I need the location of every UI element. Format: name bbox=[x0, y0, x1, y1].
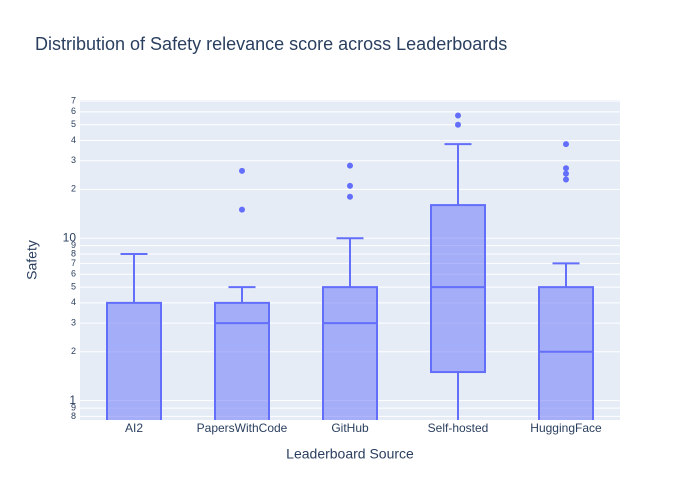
x-axis-title: Leaderboard Source bbox=[286, 446, 414, 462]
chart-title: Distribution of Safety relevance score a… bbox=[35, 34, 507, 54]
outlier bbox=[347, 182, 353, 189]
y-tick-label: 2 bbox=[71, 184, 76, 194]
box bbox=[538, 286, 594, 420]
box bbox=[430, 204, 486, 374]
y-tick-label: 5 bbox=[71, 119, 76, 129]
y-tick-label: 2 bbox=[71, 346, 76, 356]
y-tick-label: 3 bbox=[71, 155, 76, 165]
y-tick-label: 9 bbox=[71, 240, 76, 250]
y-tick-label: 8 bbox=[71, 411, 76, 421]
box bbox=[322, 286, 378, 420]
x-tick-label: GitHub bbox=[331, 421, 369, 435]
outlier bbox=[455, 112, 461, 119]
y-tick-label: 7 bbox=[71, 95, 76, 105]
x-tick-label: AI2 bbox=[125, 421, 143, 435]
x-tick-label: HuggingFace bbox=[530, 421, 602, 435]
x-tick-label: Self-hosted bbox=[428, 421, 489, 435]
box bbox=[106, 301, 162, 420]
outlier bbox=[563, 141, 569, 148]
marks bbox=[106, 112, 594, 420]
y-tick-label: 6 bbox=[71, 106, 76, 116]
y-tick-label: 10 bbox=[63, 230, 77, 244]
outlier bbox=[239, 167, 245, 174]
y-axis-title: Safety bbox=[24, 240, 40, 280]
outlier bbox=[563, 165, 569, 172]
outlier bbox=[455, 121, 461, 128]
outlier bbox=[563, 176, 569, 183]
outlier bbox=[347, 162, 353, 169]
y-tick-label: 6 bbox=[71, 269, 76, 279]
y-tick-label: 3 bbox=[71, 318, 76, 328]
y-tick-label: 4 bbox=[71, 297, 76, 307]
y-tick-label: 8 bbox=[71, 248, 76, 258]
y-tick-label: 9 bbox=[71, 402, 76, 412]
outlier bbox=[239, 206, 245, 213]
outlier bbox=[563, 170, 569, 177]
y-tick-label: 5 bbox=[71, 282, 76, 292]
outlier bbox=[347, 193, 353, 200]
x-tick-label: PapersWithCode bbox=[197, 421, 288, 435]
y-tick-label: 1 bbox=[69, 393, 76, 407]
y-tick-label: 4 bbox=[71, 135, 76, 145]
y-tick-label: 7 bbox=[71, 258, 76, 268]
